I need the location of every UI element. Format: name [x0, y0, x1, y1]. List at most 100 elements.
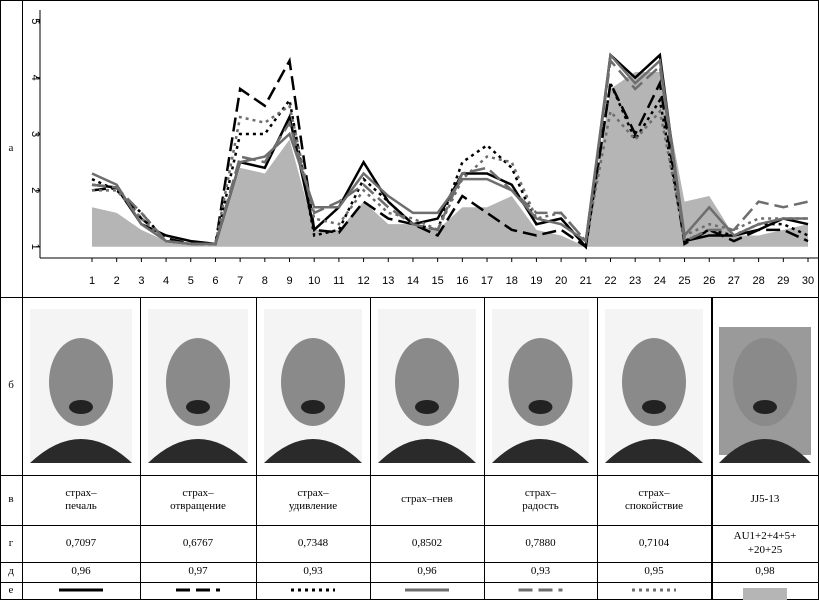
face-photo [148, 309, 248, 463]
row-label: а [8, 141, 14, 154]
shoulders [492, 439, 589, 463]
g-value: 0,8502 [411, 536, 443, 549]
row-line [0, 297, 819, 298]
x-tick-label: 21 [580, 275, 592, 287]
emotion-label: страх– печаль [65, 486, 97, 512]
mouth [642, 400, 666, 414]
row-label: г [8, 536, 14, 549]
legend-swatch [405, 588, 449, 592]
y-tick-label: 5 [29, 18, 41, 24]
mouth [186, 400, 210, 414]
emotion-label: страх–гнев [401, 493, 453, 506]
x-tick-label: 13 [382, 275, 394, 287]
mouth [69, 400, 93, 414]
row-line [0, 582, 819, 583]
x-tick-label: 25 [678, 275, 690, 287]
shoulders [148, 439, 248, 463]
mouth [528, 400, 553, 414]
mouth [415, 400, 439, 414]
y-tick-label: 3 [29, 131, 41, 137]
area [92, 72, 808, 247]
x-tick-label: 14 [407, 275, 419, 287]
x-tick-label: 9 [286, 275, 292, 287]
emotion-label: страх– спокойствие [624, 486, 684, 512]
legend-swatch [743, 588, 787, 600]
d-value: 0,95 [644, 565, 664, 578]
col-line [711, 297, 713, 600]
emotion-label: JJ5-13 [750, 493, 780, 506]
d-value: 0,98 [755, 565, 775, 578]
x-tick-label: 29 [777, 275, 789, 287]
row-line [0, 475, 819, 476]
x-tick-label: 7 [237, 275, 243, 287]
x-tick-label: 15 [432, 275, 444, 287]
face-photo [492, 309, 589, 463]
legend-swatch [518, 588, 563, 592]
x-tick-label: 4 [163, 275, 169, 287]
legend-swatch [59, 588, 103, 592]
x-tick-label: 12 [357, 275, 369, 287]
col-line [22, 0, 23, 600]
x-tick-label: 11 [333, 275, 344, 287]
mouth [753, 400, 777, 414]
head [281, 338, 345, 426]
x-tick-label: 10 [308, 275, 320, 287]
y-tick-label: 2 [29, 187, 41, 193]
g-value: 0,7104 [638, 536, 670, 549]
x-tick-label: 30 [802, 275, 814, 287]
col-line [140, 297, 141, 600]
y-tick-label: 4 [29, 75, 41, 81]
x-tick-label: 22 [604, 275, 616, 287]
shoulders [378, 439, 476, 463]
d-value: 0,97 [188, 565, 208, 578]
g-value: 0,7880 [525, 536, 556, 549]
line [92, 103, 808, 246]
head [508, 338, 573, 426]
col-line [484, 297, 485, 600]
shoulders [719, 439, 811, 463]
shoulders [605, 439, 703, 463]
x-tick-label: 28 [752, 275, 764, 287]
legend-swatch [632, 588, 676, 592]
x-tick-label: 17 [481, 275, 493, 287]
row-label: в [8, 493, 14, 506]
emotion-label: страх– удивление [288, 486, 338, 512]
x-tick-label: 23 [629, 275, 641, 287]
g-value: 0,7097 [65, 536, 97, 549]
x-tick-label: 26 [703, 275, 715, 287]
d-value: 0,96 [417, 565, 437, 578]
col-line [256, 297, 257, 600]
row-label: б [8, 379, 14, 392]
shoulders [30, 439, 132, 463]
row-label: д [8, 565, 14, 578]
mouth [301, 400, 325, 414]
g-value: 0,7348 [297, 536, 329, 549]
head [166, 338, 230, 426]
g-value: AU1+2+4+5+ +20+25 [733, 530, 797, 556]
head [733, 338, 797, 426]
head [622, 338, 686, 426]
row-line [0, 0, 819, 1]
x-tick-label: 18 [506, 275, 518, 287]
emotion-label: страх– отвращение [170, 486, 226, 512]
row-label: е [8, 584, 14, 597]
face-photo [378, 309, 476, 463]
col-line [0, 0, 1, 600]
head [395, 338, 459, 426]
d-value: 0,96 [71, 565, 91, 578]
x-tick-label: 20 [555, 275, 567, 287]
head [49, 338, 113, 426]
col-line [370, 297, 371, 600]
face-photo [264, 309, 362, 463]
x-tick-label: 27 [728, 275, 740, 287]
legend-swatch [291, 588, 335, 592]
g-value: 0,6767 [182, 536, 214, 549]
y-tick-label: 1 [29, 244, 41, 250]
face-photo [719, 327, 811, 463]
swatch-fill [743, 588, 787, 600]
x-tick-label: 24 [654, 275, 666, 287]
d-value: 0,93 [303, 565, 323, 578]
x-tick-label: 16 [456, 275, 468, 287]
